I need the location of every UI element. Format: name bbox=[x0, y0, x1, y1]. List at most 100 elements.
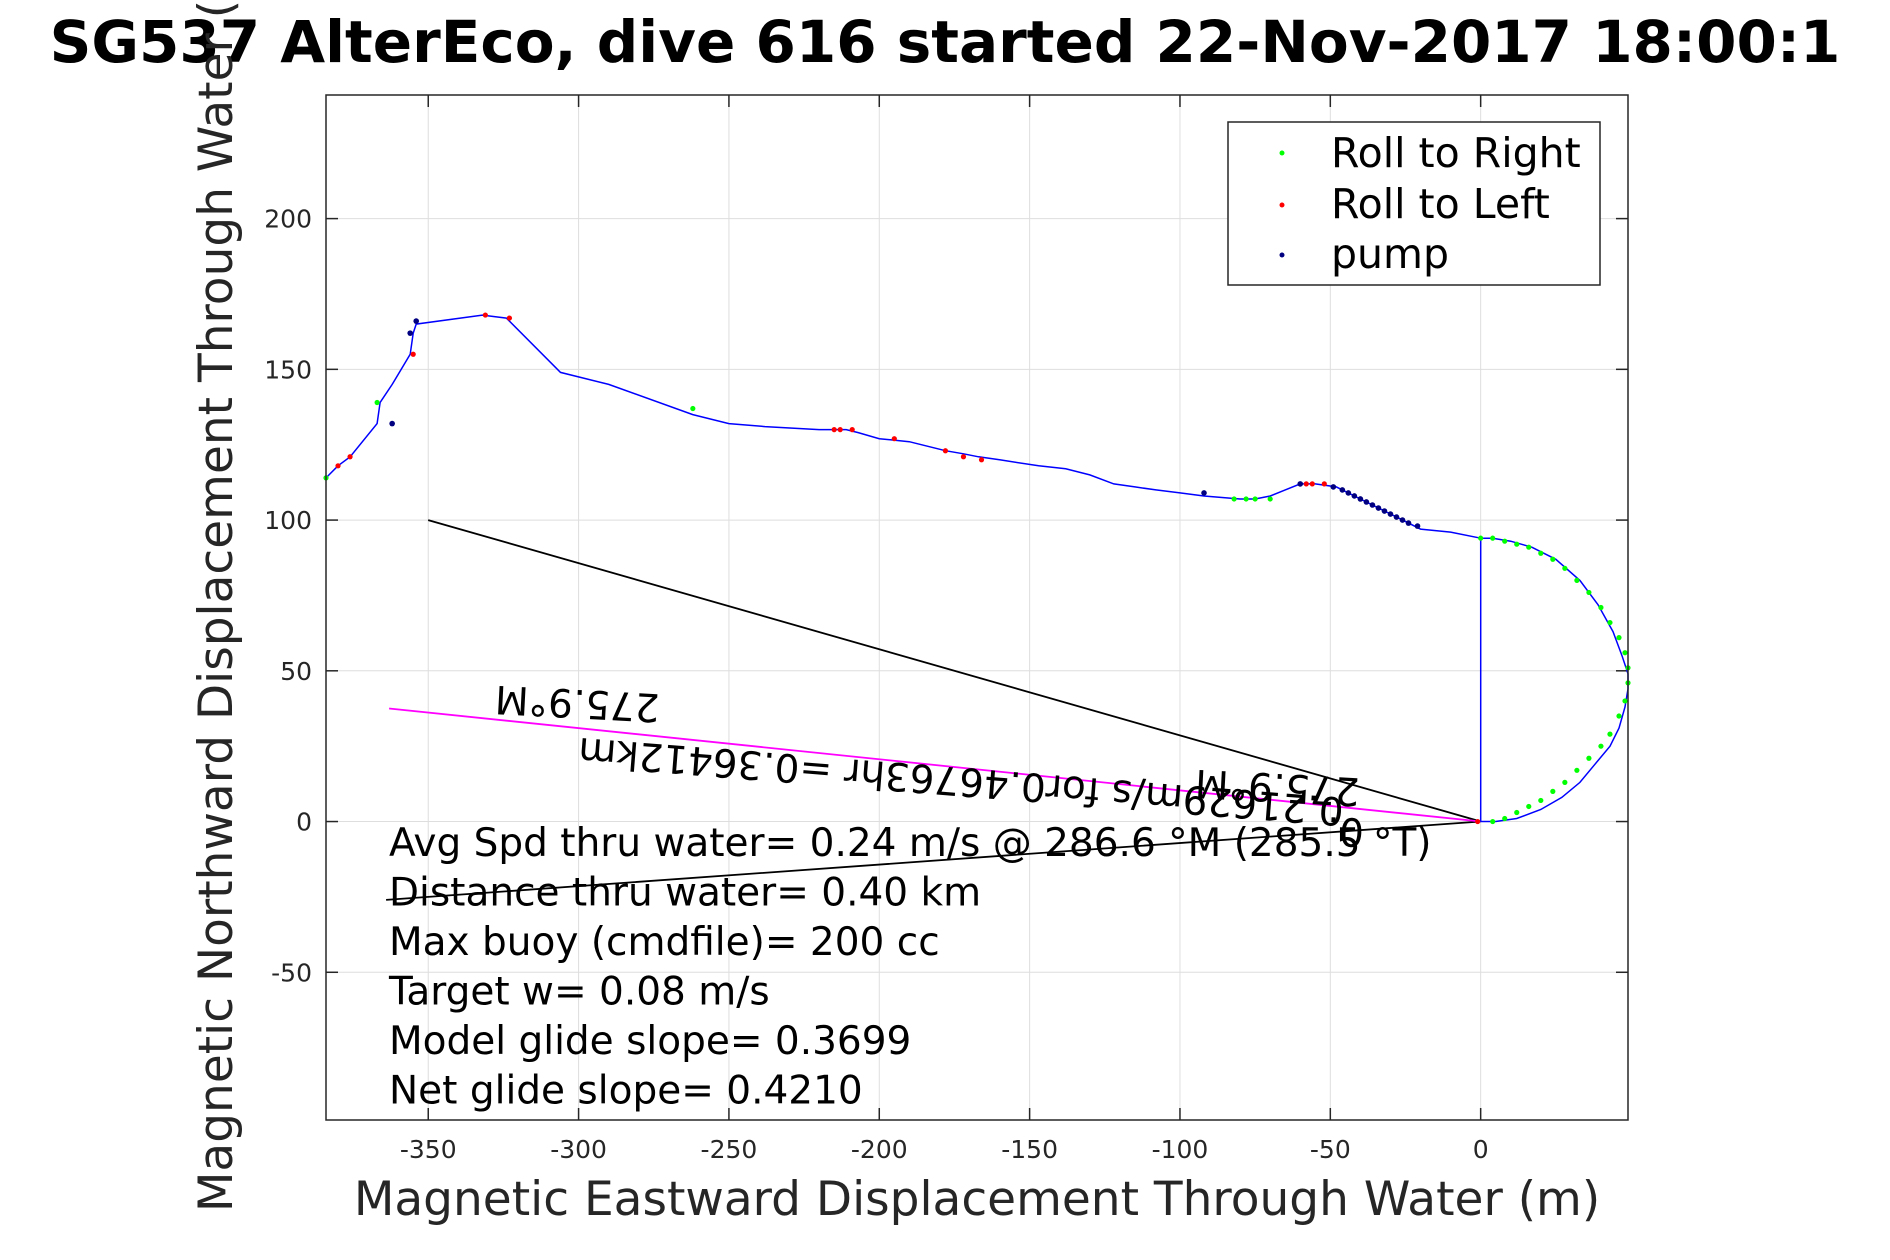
annotation-block: Avg Spd thru water= 0.24 m/s @ 286.6 °M … bbox=[388, 821, 1432, 1114]
point-roll-right bbox=[1562, 779, 1568, 785]
y-axis-ticks: -50 0 50 100 150 200 bbox=[264, 205, 1628, 987]
point-pump bbox=[1339, 487, 1346, 493]
point-roll-right bbox=[690, 405, 696, 412]
point-roll-left bbox=[960, 454, 967, 460]
point-roll-right bbox=[1231, 496, 1237, 502]
point-roll-right bbox=[1616, 713, 1622, 719]
point-roll-right bbox=[1598, 743, 1604, 749]
point-roll-left bbox=[335, 463, 341, 469]
x-tick-label: -100 bbox=[1152, 1135, 1209, 1164]
y-tick-label: 150 bbox=[264, 355, 312, 384]
x-axis-label: Magnetic Eastward Displacement Through W… bbox=[354, 1172, 1600, 1227]
point-roll-left bbox=[482, 312, 488, 318]
point-pump bbox=[1381, 508, 1388, 514]
point-roll-left bbox=[978, 457, 985, 463]
point-roll-right bbox=[1574, 767, 1580, 773]
legend-marker-pump bbox=[1279, 252, 1285, 258]
point-roll-right bbox=[1607, 731, 1613, 737]
point-pump bbox=[1414, 523, 1421, 529]
point-pump bbox=[407, 330, 413, 336]
legend-box bbox=[1227, 121, 1601, 286]
point-roll-right bbox=[1490, 818, 1496, 825]
plot-frame bbox=[325, 94, 1629, 1121]
y-tick-label: 0 bbox=[296, 808, 312, 837]
heading-label-b: 275.9°M bbox=[1194, 760, 1361, 814]
point-pump bbox=[1369, 502, 1376, 508]
point-roll-left bbox=[942, 448, 949, 454]
point-pump bbox=[389, 420, 395, 427]
point-pump bbox=[1405, 520, 1412, 526]
point-roll-left bbox=[849, 427, 855, 433]
annotation-line: Model glide slope= 0.3699 bbox=[389, 1019, 911, 1064]
point-pump bbox=[1399, 517, 1406, 523]
annotation-line: Target w= 0.08 m/s bbox=[388, 970, 770, 1015]
point-pump bbox=[1330, 484, 1337, 490]
point-roll-right bbox=[1538, 550, 1544, 556]
point-pump bbox=[1345, 490, 1352, 496]
y-axis-label: Magnetic Northward Displacement Through … bbox=[189, 0, 244, 1212]
y-tick-label: 200 bbox=[264, 205, 312, 234]
legend-label-roll-left: Roll to Left bbox=[1331, 180, 1550, 228]
point-roll-right bbox=[1550, 556, 1556, 562]
point-roll-left bbox=[891, 436, 897, 442]
point-roll-right bbox=[1243, 496, 1249, 502]
point-roll-right bbox=[1538, 797, 1544, 804]
point-roll-right bbox=[1502, 538, 1508, 544]
annotation-line: Avg Spd thru water= 0.24 m/s @ 286.6 °M … bbox=[389, 821, 1432, 866]
point-roll-right bbox=[1607, 619, 1613, 626]
point-roll-right bbox=[1514, 809, 1520, 816]
point-pump bbox=[1201, 490, 1207, 496]
point-pump bbox=[1297, 481, 1304, 487]
point-roll-left bbox=[1321, 481, 1327, 487]
point-roll-left bbox=[347, 454, 353, 460]
point-roll-right bbox=[1526, 803, 1532, 810]
point-roll-left bbox=[1475, 818, 1481, 825]
point-pump bbox=[413, 318, 420, 324]
y-tick-label: 100 bbox=[264, 506, 312, 535]
x-tick-label: -300 bbox=[550, 1135, 607, 1164]
legend: Roll to Right Roll to Left pump bbox=[1227, 121, 1601, 286]
point-roll-right bbox=[1616, 635, 1622, 641]
heading-label-a: 275.9°M bbox=[494, 676, 661, 730]
point-roll-left bbox=[1303, 481, 1309, 487]
point-roll-right bbox=[1586, 755, 1592, 761]
x-tick-label: -350 bbox=[400, 1135, 457, 1164]
point-roll-right bbox=[1622, 650, 1628, 656]
point-pump bbox=[1387, 511, 1394, 517]
point-roll-right bbox=[1502, 815, 1508, 822]
annotation-line: Distance thru water= 0.40 km bbox=[389, 871, 981, 916]
point-roll-right bbox=[1550, 788, 1556, 794]
x-tick-label: -250 bbox=[701, 1135, 758, 1164]
point-roll-right bbox=[1514, 541, 1520, 547]
point-pump bbox=[1375, 505, 1382, 511]
point-roll-right bbox=[1574, 577, 1580, 583]
point-roll-right bbox=[1586, 589, 1592, 596]
legend-marker-roll-right bbox=[1279, 150, 1285, 156]
point-roll-left bbox=[1309, 481, 1315, 487]
series-track-line bbox=[325, 314, 1629, 823]
point-pump bbox=[1351, 493, 1358, 499]
x-tick-label: -50 bbox=[1310, 1135, 1351, 1164]
heading-line bbox=[389, 707, 1481, 823]
point-roll-right bbox=[1478, 535, 1484, 541]
point-pump bbox=[1357, 496, 1364, 502]
legend-label-roll-right: Roll to Right bbox=[1331, 129, 1581, 177]
y-tick-label: 50 bbox=[280, 657, 312, 686]
y-tick-label: -50 bbox=[271, 958, 312, 987]
point-roll-right bbox=[374, 399, 380, 406]
legend-label-pump: pump bbox=[1331, 230, 1449, 278]
legend-marker-roll-left bbox=[1279, 202, 1285, 208]
x-tick-label: 0 bbox=[1473, 1135, 1489, 1164]
point-roll-right bbox=[1598, 604, 1604, 611]
speed-label-tail: 0. bbox=[1326, 807, 1366, 854]
point-roll-left bbox=[831, 427, 837, 433]
point-roll-right bbox=[1526, 544, 1532, 550]
annotation-line: Net glide slope= 0.4210 bbox=[389, 1069, 863, 1114]
point-roll-left bbox=[506, 315, 513, 321]
point-roll-right bbox=[1562, 565, 1568, 571]
x-tick-label: -150 bbox=[1001, 1135, 1058, 1164]
point-roll-right bbox=[1267, 496, 1273, 502]
annotation-line: Max buoy (cmdfile)= 200 cc bbox=[389, 920, 940, 965]
x-axis-ticks: -350 -300 -250 -200 -150 -100 -50 0 bbox=[400, 95, 1489, 1164]
